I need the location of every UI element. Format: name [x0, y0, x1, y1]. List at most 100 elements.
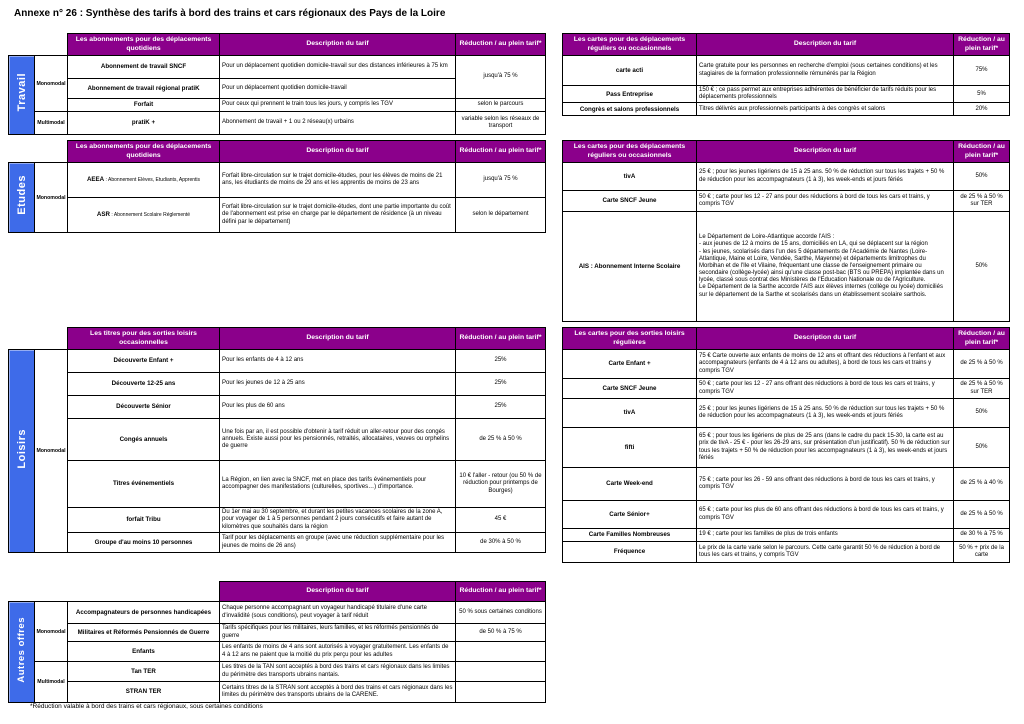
tariff-name-cell: Découverte Sénior: [67, 395, 220, 419]
tariff-name-cell: carte acti: [562, 55, 697, 86]
reduction-cell: 45 €: [455, 507, 546, 533]
spacer-cell: [34, 33, 68, 56]
tariff-description-cell: Le prix de la carte varie selon le parco…: [696, 541, 954, 563]
tariff-description-cell: 75 € ; carte pour les 26 - 59 ans offran…: [696, 467, 954, 501]
table-travail-cartes: Les cartes pour des déplacements régulie…: [562, 33, 1010, 117]
table-autres-offres: Description du tarif Réduction / au plei…: [8, 581, 546, 703]
reduction-cell: 50 % sous certaines conditions: [455, 601, 546, 624]
modal-cell-multimodal: Multimodal: [34, 111, 68, 135]
modal-cell-monomodal: Monomodal: [34, 55, 68, 112]
reduction-cell: 20%: [953, 102, 1010, 117]
tariff-description-cell: Pour un déplacement quotidien domicile-t…: [219, 78, 456, 99]
section-label-loisirs: Loisirs: [8, 349, 35, 553]
column-header-description: Description du tarif: [219, 33, 456, 56]
section-label-autres-offres: Autres offres: [8, 601, 35, 703]
modal-cell-monomodal: Monomodal: [34, 349, 68, 553]
page-title: Annexe n° 26 : Synthèse des tarifs à bor…: [14, 8, 446, 19]
tariff-name-cell: tivA: [562, 162, 697, 191]
tariff-description-cell: 65 € ; carte pour les plus de 60 ans off…: [696, 500, 954, 529]
tariff-description-cell: Les enfants de moins de 4 ans sont autor…: [219, 641, 456, 662]
column-header-reduction: Réduction / au plein tarif*: [455, 327, 546, 350]
reduction-cell: jusqu'à 75 %: [455, 55, 546, 99]
section-label-travail: Travail: [8, 55, 35, 135]
tariff-name-cell: Enfants: [67, 641, 220, 662]
column-header-abonnements: Les abonnements pour des déplacements qu…: [67, 33, 220, 56]
spacer-cell: [34, 327, 68, 350]
tariff-name-cell: Groupe d'au moins 10 personnes: [67, 532, 220, 553]
spacer-cell: [67, 581, 220, 602]
spacer-cell: [8, 33, 35, 56]
tariff-name-cell: STRAN TER: [67, 681, 220, 703]
reduction-cell: 50%: [953, 398, 1010, 428]
tariff-description-cell: Carte gratuite pour les personnes en rec…: [696, 55, 954, 86]
tariff-description-cell: Pour les jeunes de 12 à 25 ans: [219, 372, 456, 396]
column-header-reduction: Réduction / au plein tarif*: [455, 140, 546, 163]
tariff-description-cell: Pour les plus de 60 ans: [219, 395, 456, 419]
footnote: *Réduction valable à bord des trains et …: [30, 703, 263, 710]
tariff-description-cell: 25 € ; pour les jeunes ligériens de 15 à…: [696, 398, 954, 428]
tariff-name-cell: Fréquence: [562, 541, 697, 563]
tariff-description-cell: Pour ceux qui prennent le train tous les…: [219, 98, 456, 112]
column-header-abonnements: Les abonnements pour des déplacements qu…: [67, 140, 220, 163]
tariff-name-cell: AIS : Abonnement Interne Scolaire: [562, 211, 697, 322]
spacer-cell: [8, 581, 35, 602]
reduction-cell: de 30 % à 75 %: [953, 528, 1010, 542]
tariff-name-cell: Abonnement de travail régional pratiK: [67, 78, 220, 99]
reduction-cell: 50%: [953, 162, 1010, 191]
tariff-description-cell: Abonnement de travail + 1 ou 2 réseau(x)…: [219, 111, 456, 135]
reduction-cell: 10 € l'aller - retour (ou 50 % de réduct…: [455, 460, 546, 508]
tariff-description-cell: Du 1er mai au 30 septembre, et durant le…: [219, 507, 456, 533]
tariff-name-cell: Carte Week-end: [562, 467, 697, 501]
tariff-name-cell: Pass Entreprise: [562, 84, 697, 104]
reduction-cell: jusqu'à 75 %: [455, 162, 546, 198]
table-loisirs-cartes: Les cartes pour des sorties loisirs régu…: [562, 327, 1010, 563]
column-header-description: Description du tarif: [696, 327, 954, 350]
tariff-name-cell: Carte Sénior+: [562, 500, 697, 529]
reduction-cell-empty: [455, 681, 546, 703]
column-header-reduction: Réduction / au plein tarif*: [953, 33, 1010, 56]
column-header-description: Description du tarif: [696, 140, 954, 163]
reduction-cell: de 25 % à 50 % sur TER: [953, 378, 1010, 399]
spacer-cell: [34, 140, 68, 163]
tariff-description-cell: Chaque personne accompagnant un voyageur…: [219, 601, 456, 624]
column-header-reduction: Réduction / au plein tarif*: [455, 33, 546, 56]
tariff-description-cell: 65 € ; pour tous les ligériens de plus d…: [696, 427, 954, 468]
tariff-description-cell: Une fois par an, il est possible d'obten…: [219, 418, 456, 461]
modal-cell-multimodal: Multimodal: [34, 661, 68, 703]
tariff-name-cell: Congrès et salons professionnels: [562, 102, 697, 117]
reduction-cell: de 25 % à 40 %: [953, 467, 1010, 501]
tariff-name-cell: Abonnement de travail SNCF: [67, 55, 220, 79]
tariff-name-cell: Tan TER: [67, 661, 220, 682]
tariff-name-cell: AEEA : Abonnement Elèves, Etudiants, App…: [67, 162, 220, 198]
reduction-cell: 25%: [455, 395, 546, 419]
tariff-name-cell: Forfait: [67, 98, 220, 112]
table-travail-abonnements: Les abonnements pour des déplacements qu…: [8, 33, 546, 135]
column-header-cartes: Les cartes pour des sorties loisirs régu…: [562, 327, 697, 350]
table-etudes-cartes: Les cartes pour des déplacements régulie…: [562, 140, 1010, 322]
spacer-cell: [8, 327, 35, 350]
reduction-cell: variable selon les réseaux de transport: [455, 111, 546, 135]
table-etudes-abonnements: Les abonnements pour des déplacements qu…: [8, 140, 546, 233]
table-loisirs-titres: Les titres pour des sorties loisirs occa…: [8, 327, 546, 553]
tariff-description-cell: 150 € ; ce pass permet aux entreprises a…: [696, 84, 954, 104]
column-header-reduction: Réduction / au plein tarif*: [953, 327, 1010, 350]
tariff-description-cell: Certains titres de la STRAN sont accepté…: [219, 681, 456, 703]
tariff-description-cell: Le Département de Loire-Atlantique accor…: [696, 211, 954, 322]
tariff-description-cell: 25 € ; pour les jeunes ligériens de 15 à…: [696, 162, 954, 191]
reduction-cell: de 25 % à 50 %: [455, 418, 546, 461]
spacer-cell: [8, 140, 35, 163]
column-header-titres: Les titres pour des sorties loisirs occa…: [67, 327, 220, 350]
tariff-description-cell: Pour un déplacement quotidien domicile-t…: [219, 55, 456, 79]
reduction-cell-empty: [455, 641, 546, 662]
reduction-cell: de 25 % à 50 %: [953, 349, 1010, 379]
reduction-cell: 5%: [953, 84, 1010, 104]
tariff-description-cell: 19 € ; carte pour les familles de plus d…: [696, 528, 954, 542]
reduction-cell: selon le département: [455, 197, 546, 233]
modal-cell-monomodal: Monomodal: [34, 162, 68, 233]
column-header-reduction: Réduction / au plein tarif*: [455, 581, 546, 602]
tariff-description-cell: 50 € ; carte pour les 12 - 27 ans pour d…: [696, 190, 954, 212]
column-header-description: Description du tarif: [219, 140, 456, 163]
reduction-cell: de 25 % à 50 % sur TER: [953, 190, 1010, 212]
tariff-name-cell: Carte Familles Nombreuses: [562, 528, 697, 542]
